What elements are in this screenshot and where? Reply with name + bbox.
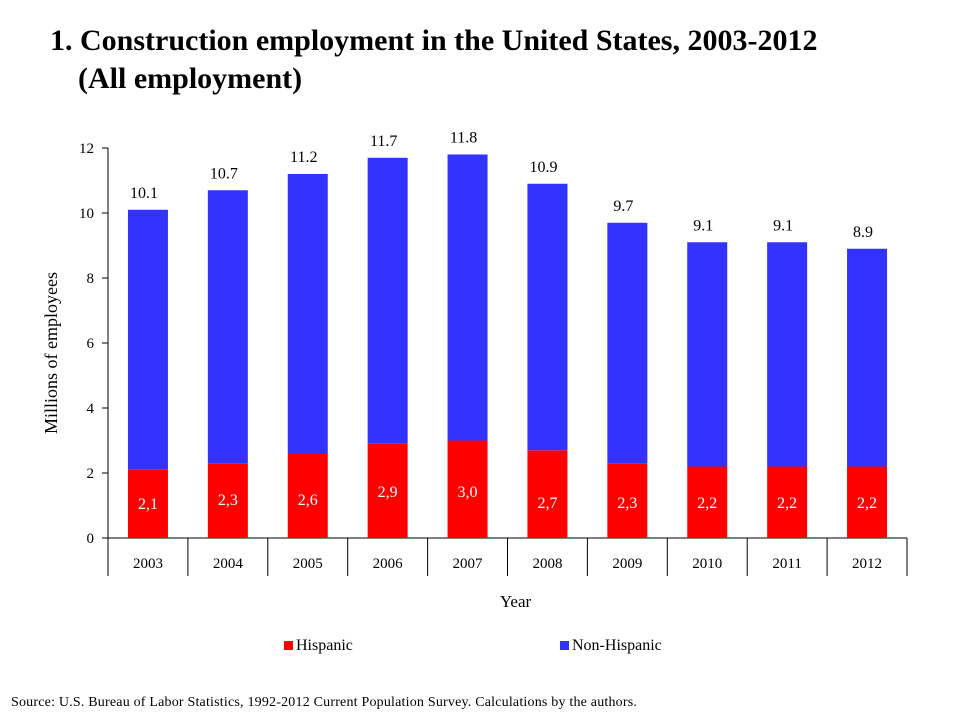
bar-non-hispanic [367,157,408,444]
title-line-1: 1. Construction employment in the United… [50,24,818,57]
y-tick-label: 12 [79,141,94,157]
data-label-total: 9.7 [613,198,633,215]
title-line-2: (All employment) [78,62,303,95]
bar-hispanic [447,440,488,538]
data-label-hispanic: 2,1 [138,496,158,513]
data-label-total: 9.1 [773,217,793,234]
bar-non-hispanic [847,248,888,467]
y-tick-label: 6 [87,336,95,352]
data-label-hispanic: 2,3 [617,495,637,512]
x-tick-label: 2011 [772,556,801,572]
bar-non-hispanic [287,174,328,454]
bar-hispanic [607,463,648,538]
data-label-hispanic: 2,3 [218,492,238,509]
data-label-hispanic: 2,6 [298,492,318,509]
bar-hispanic [527,450,568,538]
bar-hispanic [847,466,888,538]
y-tick-label: 0 [87,531,95,547]
x-tick-label: 2006 [373,556,404,572]
stacked-bar-chart: 0 2 4 6 8 10 12 2003 2004 2005 2006 2007 2008 2009 201… [41,130,908,654]
x-tick-label: 2008 [532,556,562,572]
x-tick-label: 2005 [293,556,323,572]
bar-hispanic [287,453,328,538]
source-note: Source: U.S. Bureau of Labor Statistics,… [11,695,638,710]
legend-label-hispanic: Hispanic [296,637,353,654]
x-tick-label: 2003 [133,556,163,572]
bar-non-hispanic [687,242,728,467]
y-tick-label: 10 [79,206,94,222]
data-label-total: 10.7 [210,165,238,182]
data-label-total: 10.9 [529,159,557,176]
x-tick-label: 2010 [692,556,722,572]
bar-hispanic [367,443,408,538]
x-tick-label: 2012 [852,556,882,572]
bar-non-hispanic [607,222,648,464]
legend-label-non-hispanic: Non-Hispanic [572,637,662,654]
data-label-total: 11.7 [370,133,397,150]
bar-hispanic [127,469,168,538]
y-tick-label: 2 [87,466,95,482]
data-label-hispanic: 2,9 [378,484,398,501]
data-label-total: 9.1 [693,217,713,234]
data-label-total: 11.2 [290,149,317,166]
bar-non-hispanic [207,190,248,464]
bar-non-hispanic [527,183,568,451]
x-tick-label: 2004 [213,556,244,572]
legend-swatch-non-hispanic [560,641,569,650]
data-label-total: 8.9 [853,224,873,241]
y-tick-label: 4 [87,401,95,417]
bar-non-hispanic [127,209,168,470]
legend-swatch-hispanic [284,641,293,650]
bar-hispanic [207,463,248,538]
x-axis-title: Year [500,592,532,611]
data-label-hispanic: 2,2 [777,495,797,512]
x-tick-label: 2007 [453,556,484,572]
data-label-hispanic: 2,2 [697,495,717,512]
bar-non-hispanic [447,154,488,441]
bar-hispanic [687,466,728,538]
y-axis-title: Millions of employees [41,272,61,434]
y-tick-label: 8 [87,271,95,287]
data-label-total: 11.8 [450,130,477,147]
data-label-hispanic: 3,0 [458,484,478,501]
x-tick-label: 2009 [612,556,642,572]
data-label-hispanic: 2,2 [857,495,877,512]
data-label-hispanic: 2,7 [537,495,557,512]
chart-title: 1. Construction employment in the United… [50,22,817,98]
data-label-total: 10.1 [130,185,158,202]
bar-hispanic [767,466,808,538]
bar-non-hispanic [767,242,808,467]
